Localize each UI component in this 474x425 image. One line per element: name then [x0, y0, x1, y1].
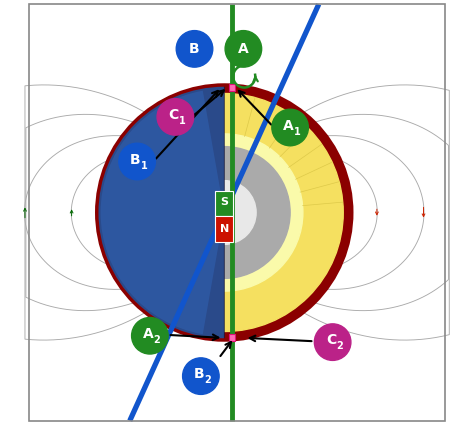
Text: 1: 1 [179, 116, 185, 126]
Wedge shape [100, 91, 224, 334]
Text: B: B [189, 42, 200, 56]
Text: 1: 1 [141, 161, 147, 171]
Circle shape [105, 94, 343, 332]
Text: 1: 1 [293, 127, 301, 137]
Text: B: B [194, 368, 204, 381]
Text: A: A [143, 327, 154, 341]
Circle shape [182, 358, 219, 394]
Circle shape [132, 317, 168, 354]
Circle shape [157, 99, 194, 135]
Text: A: A [283, 119, 294, 133]
Text: 2: 2 [153, 335, 160, 345]
Bar [215, 216, 233, 242]
Text: 2: 2 [336, 341, 343, 351]
Circle shape [158, 147, 290, 278]
Circle shape [97, 85, 352, 340]
Circle shape [176, 31, 213, 67]
Wedge shape [97, 85, 224, 340]
Text: B: B [130, 153, 141, 167]
Bar [228, 334, 235, 341]
Bar [215, 191, 233, 216]
Text: 2: 2 [204, 375, 211, 385]
Circle shape [225, 31, 262, 67]
Circle shape [272, 109, 309, 146]
Circle shape [314, 324, 351, 360]
Circle shape [192, 181, 256, 244]
Text: A: A [238, 42, 249, 56]
Text: S: S [220, 197, 228, 207]
Circle shape [146, 134, 303, 291]
Text: N: N [219, 224, 229, 234]
Circle shape [119, 143, 155, 180]
Bar [228, 84, 235, 91]
Text: C: C [169, 108, 179, 122]
Text: C: C [326, 334, 336, 347]
